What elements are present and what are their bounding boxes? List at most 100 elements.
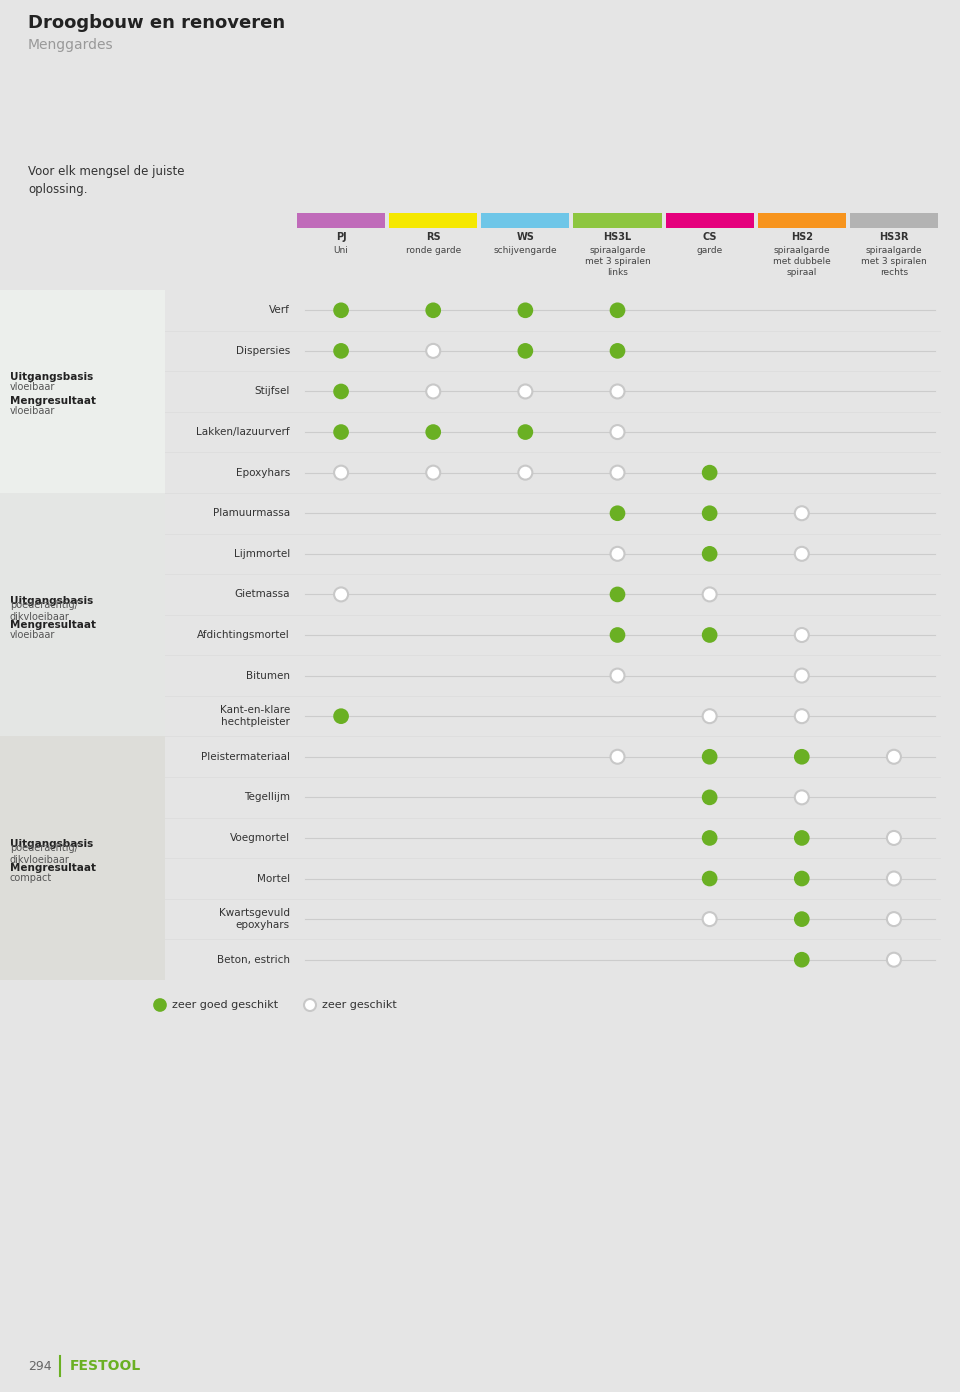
Circle shape bbox=[887, 912, 900, 926]
Circle shape bbox=[703, 628, 717, 642]
Circle shape bbox=[426, 303, 441, 317]
Circle shape bbox=[795, 952, 808, 966]
Circle shape bbox=[426, 384, 441, 398]
Text: Verf: Verf bbox=[269, 305, 290, 316]
Text: Bitumen: Bitumen bbox=[246, 671, 290, 681]
Text: Mengresultaat: Mengresultaat bbox=[10, 863, 96, 873]
Text: Lakken/lazuurverf: Lakken/lazuurverf bbox=[197, 427, 290, 437]
Text: spiraalgarde
met 3 spiralen
rechts: spiraalgarde met 3 spiralen rechts bbox=[861, 246, 926, 277]
Circle shape bbox=[611, 425, 625, 438]
Text: poederachtig/
dikvloeibaar: poederachtig/ dikvloeibaar bbox=[10, 844, 78, 866]
Text: vloeibaar: vloeibaar bbox=[10, 383, 56, 393]
Text: Dispersies: Dispersies bbox=[236, 345, 290, 356]
Circle shape bbox=[334, 587, 348, 601]
Circle shape bbox=[518, 466, 533, 480]
Bar bbox=[481, 213, 569, 228]
Circle shape bbox=[703, 587, 717, 601]
Text: Droogbouw en renoveren: Droogbouw en renoveren bbox=[28, 14, 285, 32]
Circle shape bbox=[703, 466, 717, 480]
Text: WS: WS bbox=[516, 232, 535, 242]
Circle shape bbox=[611, 466, 625, 480]
Circle shape bbox=[518, 425, 533, 438]
Text: HS3R: HS3R bbox=[879, 232, 909, 242]
Bar bbox=[573, 213, 661, 228]
Text: vloeibaar: vloeibaar bbox=[10, 629, 56, 640]
Text: spiraalgarde
met dubbele
spiraal: spiraalgarde met dubbele spiraal bbox=[773, 246, 830, 277]
Circle shape bbox=[334, 709, 348, 724]
Circle shape bbox=[611, 628, 625, 642]
Circle shape bbox=[611, 384, 625, 398]
Circle shape bbox=[795, 547, 808, 561]
Circle shape bbox=[518, 384, 533, 398]
Text: Tegellijm: Tegellijm bbox=[244, 792, 290, 802]
Bar bbox=[389, 213, 477, 228]
Text: Mengresultaat: Mengresultaat bbox=[10, 397, 96, 406]
Circle shape bbox=[703, 791, 717, 805]
Text: Menggardes: Menggardes bbox=[28, 38, 113, 52]
Text: Voegmortel: Voegmortel bbox=[229, 832, 290, 844]
Circle shape bbox=[795, 912, 808, 926]
Circle shape bbox=[703, 547, 717, 561]
Bar bbox=[665, 213, 754, 228]
Circle shape bbox=[518, 344, 533, 358]
Bar bbox=[757, 213, 846, 228]
Bar bbox=[850, 213, 938, 228]
Text: RS: RS bbox=[426, 232, 441, 242]
Text: Uitgangsbasis: Uitgangsbasis bbox=[10, 373, 93, 383]
Circle shape bbox=[426, 344, 441, 358]
Bar bbox=[0, 290, 165, 493]
Circle shape bbox=[703, 507, 717, 521]
Circle shape bbox=[795, 507, 808, 521]
Text: Mengresultaat: Mengresultaat bbox=[10, 619, 96, 629]
Text: HS3L: HS3L bbox=[604, 232, 632, 242]
Bar bbox=[0, 493, 165, 736]
Circle shape bbox=[334, 425, 348, 438]
Text: Afdichtingsmortel: Afdichtingsmortel bbox=[197, 631, 290, 640]
Circle shape bbox=[795, 709, 808, 724]
Text: ronde garde: ronde garde bbox=[405, 246, 461, 255]
Circle shape bbox=[703, 831, 717, 845]
Text: zeer goed geschikt: zeer goed geschikt bbox=[172, 999, 278, 1011]
Text: Kant-en-klare
hechtpleister: Kant-en-klare hechtpleister bbox=[220, 704, 290, 728]
Circle shape bbox=[703, 709, 717, 724]
Circle shape bbox=[887, 871, 900, 885]
Text: Uitgangsbasis: Uitgangsbasis bbox=[10, 596, 93, 606]
Text: compact: compact bbox=[10, 873, 52, 884]
Circle shape bbox=[611, 547, 625, 561]
Text: schijvengarde: schijvengarde bbox=[493, 246, 557, 255]
Text: spiraalgarde
met 3 spiralen
links: spiraalgarde met 3 spiralen links bbox=[585, 246, 650, 277]
Circle shape bbox=[426, 425, 441, 438]
Bar bbox=[0, 290, 165, 493]
Circle shape bbox=[887, 952, 900, 966]
Text: Mortel: Mortel bbox=[257, 874, 290, 884]
Text: 294: 294 bbox=[28, 1360, 52, 1373]
Circle shape bbox=[611, 587, 625, 601]
Bar bbox=[297, 213, 385, 228]
Circle shape bbox=[334, 344, 348, 358]
Text: Voor elk mengsel de juiste
oplossing.: Voor elk mengsel de juiste oplossing. bbox=[28, 166, 184, 196]
Circle shape bbox=[334, 303, 348, 317]
Circle shape bbox=[795, 831, 808, 845]
Text: FESTOOL: FESTOOL bbox=[70, 1359, 141, 1373]
Circle shape bbox=[334, 466, 348, 480]
Bar bbox=[0, 736, 165, 980]
Circle shape bbox=[611, 750, 625, 764]
Circle shape bbox=[795, 750, 808, 764]
Circle shape bbox=[703, 912, 717, 926]
Bar bbox=[0, 736, 165, 980]
Circle shape bbox=[611, 668, 625, 682]
Circle shape bbox=[795, 668, 808, 682]
Circle shape bbox=[887, 750, 900, 764]
Text: HS2: HS2 bbox=[791, 232, 813, 242]
Text: Plamuurmassa: Plamuurmassa bbox=[213, 508, 290, 518]
Text: PJ: PJ bbox=[336, 232, 347, 242]
Circle shape bbox=[795, 628, 808, 642]
Circle shape bbox=[426, 466, 441, 480]
Text: Lijmmortel: Lijmmortel bbox=[233, 548, 290, 558]
Text: Gietmassa: Gietmassa bbox=[234, 589, 290, 600]
Bar bbox=[0, 493, 165, 736]
Circle shape bbox=[304, 999, 316, 1011]
Text: Epoxyhars: Epoxyhars bbox=[236, 468, 290, 477]
Text: vloeibaar: vloeibaar bbox=[10, 406, 56, 416]
Text: poederachtig/
dikvloeibaar: poederachtig/ dikvloeibaar bbox=[10, 600, 78, 622]
